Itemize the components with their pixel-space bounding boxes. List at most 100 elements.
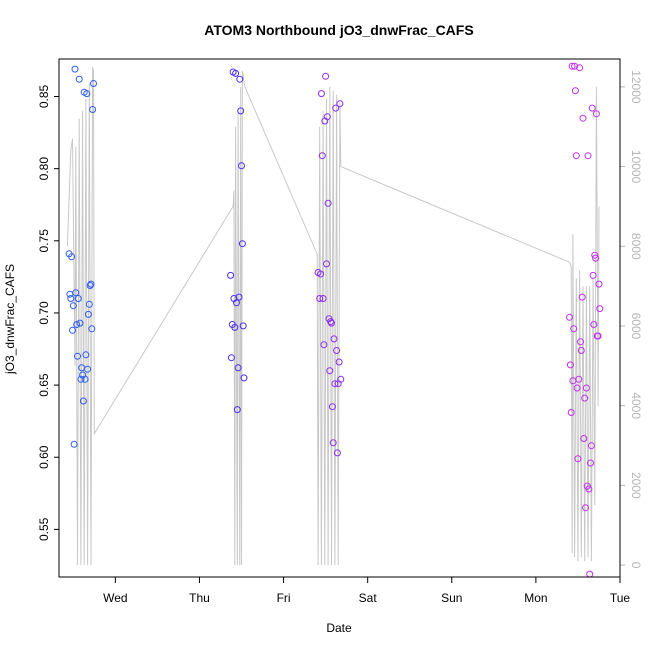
data-point-series-1 <box>70 440 78 448</box>
data-point-series-3 <box>328 403 336 411</box>
data-point-series-3 <box>317 270 325 278</box>
data-point-series-4 <box>584 152 592 160</box>
data-point-series-4 <box>567 409 575 416</box>
data-point-series-4 <box>566 361 574 369</box>
data-point-series-3 <box>324 199 332 207</box>
altitude-layer <box>66 66 600 566</box>
data-point-series-4 <box>582 504 589 512</box>
data-point-series-4 <box>566 313 573 321</box>
y-tick-label: 0.65 <box>37 373 51 397</box>
data-point-series-4 <box>585 485 593 493</box>
y2-tick-label: 0 <box>629 562 643 569</box>
data-point-series-1 <box>68 253 76 261</box>
y2-tick-label: 4000 <box>629 392 643 419</box>
y2-tick-label: 6000 <box>629 313 643 340</box>
data-point-series-4 <box>591 251 599 259</box>
data-point-series-4 <box>571 87 579 95</box>
data-point-series-3 <box>329 439 337 447</box>
data-point-series-1 <box>87 280 95 288</box>
data-point-series-1 <box>84 310 92 318</box>
points-layer <box>65 62 604 578</box>
data-point-series-4 <box>568 62 576 70</box>
data-point-series-2 <box>233 406 241 414</box>
y-tick-label: 0.55 <box>37 517 51 541</box>
data-point-series-3 <box>323 260 330 268</box>
data-point-series-2 <box>237 107 245 115</box>
chart-title: ATOM3 Northbound jO3_dnwFrac_CAFS <box>204 22 473 38</box>
data-point-series-4 <box>571 62 579 70</box>
data-point-series-2 <box>234 364 242 372</box>
x-tick-label: Mon <box>524 591 547 605</box>
data-point-series-3 <box>332 104 340 112</box>
data-point-series-1 <box>76 319 84 327</box>
y-tick-label: 0.60 <box>37 445 51 469</box>
data-point-series-1 <box>88 325 96 333</box>
x-tick-label: Wed <box>103 591 127 605</box>
data-point-series-1 <box>86 282 94 289</box>
data-point-series-4 <box>589 271 597 279</box>
data-point-series-3 <box>319 295 327 302</box>
data-point-series-2 <box>233 299 240 307</box>
data-point-series-4 <box>582 384 590 392</box>
data-point-series-4 <box>576 64 584 72</box>
data-point-series-2 <box>231 323 239 331</box>
data-point-series-1 <box>71 65 79 73</box>
data-point-series-3 <box>337 375 345 383</box>
data-point-series-1 <box>73 321 81 328</box>
altitude-line <box>66 66 600 566</box>
data-point-series-4 <box>580 435 588 442</box>
y-axis-label: jO3_dnwFrac_CAFS <box>3 264 17 375</box>
data-point-series-4 <box>578 293 586 301</box>
y-tick-label: 0.80 <box>37 157 51 181</box>
data-point-series-3 <box>317 90 325 98</box>
data-point-series-4 <box>586 570 594 578</box>
data-point-series-4 <box>577 347 585 354</box>
data-point-series-3 <box>320 341 328 349</box>
y-tick-label: 0.85 <box>37 85 51 109</box>
y2-tick-label: 8000 <box>629 233 643 260</box>
data-point-series-4 <box>595 280 603 288</box>
data-point-series-4 <box>587 459 595 467</box>
data-point-series-3 <box>316 295 324 302</box>
data-point-series-1 <box>74 295 82 302</box>
data-point-series-2 <box>239 322 247 330</box>
data-point-series-3 <box>328 319 335 327</box>
data-point-series-4 <box>575 375 583 383</box>
data-point-series-1 <box>74 352 81 360</box>
data-point-series-1 <box>69 302 77 310</box>
data-point-series-2 <box>240 374 248 382</box>
x-axis-label: Date <box>326 621 352 635</box>
data-point-series-4 <box>579 114 587 122</box>
data-point-series-3 <box>322 72 330 80</box>
data-point-series-4 <box>570 325 578 333</box>
data-point-series-3 <box>326 367 334 375</box>
data-point-series-2 <box>235 293 243 301</box>
data-point-series-2 <box>238 240 246 248</box>
data-point-series-4 <box>596 305 604 313</box>
x-tick-label: Sat <box>359 591 378 605</box>
data-point-series-1 <box>83 90 91 98</box>
data-point-series-4 <box>572 152 580 160</box>
y-tick-label: 0.70 <box>37 301 51 325</box>
plot-frame <box>58 58 621 578</box>
data-point-series-1 <box>77 375 85 383</box>
data-point-series-4 <box>588 104 596 112</box>
y2-tick-label: 2000 <box>629 472 643 499</box>
data-point-series-2 <box>236 75 244 83</box>
data-point-series-3 <box>336 100 344 108</box>
data-point-series-4 <box>592 110 600 118</box>
data-point-series-1 <box>89 106 97 113</box>
data-point-series-3 <box>335 358 343 366</box>
data-point-series-3 <box>333 347 341 354</box>
data-point-series-4 <box>581 394 589 402</box>
data-point-series-4 <box>592 254 600 262</box>
y2-tick-label: 10000 <box>629 150 643 184</box>
x-tick-label: Fri <box>277 591 291 605</box>
y2-tick-label: 12000 <box>629 70 643 104</box>
data-point-series-3 <box>330 335 338 343</box>
data-point-series-3 <box>318 152 326 160</box>
data-point-series-1 <box>84 365 92 373</box>
data-point-series-3 <box>323 113 331 121</box>
data-point-series-1 <box>72 289 80 297</box>
y-tick-label: 0.75 <box>37 229 51 253</box>
